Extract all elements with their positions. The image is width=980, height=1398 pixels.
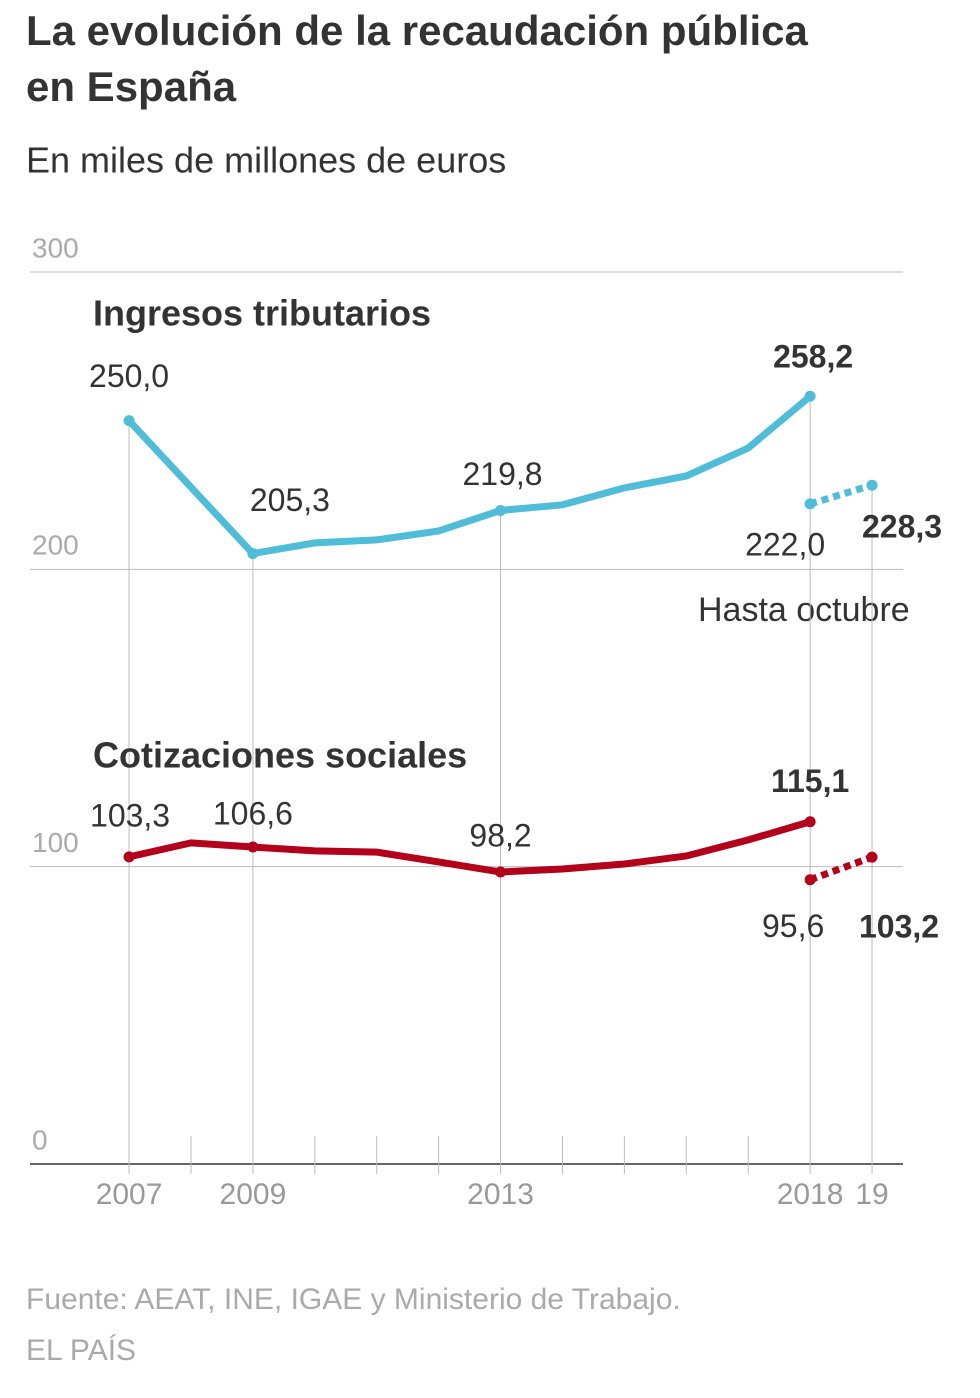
y-tick-label: 100 — [32, 827, 79, 858]
point — [247, 548, 259, 560]
credit: EL PAÍS — [26, 1334, 136, 1367]
value-label: 258,2 — [773, 339, 853, 375]
chart-subtitle: En miles de millones de euros — [26, 140, 506, 181]
value-label: 228,3 — [862, 509, 942, 545]
value-label: 250,0 — [89, 358, 169, 394]
x-tick-label: 2013 — [467, 1178, 534, 1211]
point — [804, 874, 816, 886]
value-label: 106,6 — [213, 795, 293, 831]
point — [866, 851, 878, 863]
value-label: 115,1 — [771, 763, 849, 799]
value-label: 205,3 — [250, 482, 330, 518]
x-tick-label: 2007 — [96, 1178, 163, 1211]
point — [804, 390, 816, 402]
x-tick-label: 2018 — [777, 1178, 844, 1211]
series-line — [128, 818, 812, 876]
point — [804, 816, 816, 828]
value-label: 95,6 — [762, 908, 824, 944]
point — [866, 479, 878, 491]
y-tick-label: 200 — [32, 530, 79, 561]
value-label: 98,2 — [469, 817, 531, 853]
point — [804, 498, 816, 510]
series-name: Cotizaciones sociales — [93, 735, 467, 776]
value-label: 103,2 — [859, 909, 939, 945]
series-line — [808, 853, 874, 884]
value-label: 219,8 — [463, 456, 543, 492]
series-name: Ingresos tributarios — [93, 293, 431, 334]
point — [123, 415, 135, 427]
value-label: 103,3 — [90, 797, 170, 833]
value-label: 222,0 — [745, 526, 825, 562]
series-line — [809, 481, 874, 508]
point — [247, 841, 259, 853]
annotation: Hasta octubre — [698, 591, 910, 629]
point — [495, 504, 507, 516]
x-tick-label: 19 — [855, 1178, 888, 1211]
y-tick-label: 0 — [32, 1124, 48, 1155]
source: Fuente: AEAT, INE, IGAE y Ministerio de … — [26, 1283, 681, 1316]
series-line — [126, 393, 813, 558]
chart-title: La evolución de la recaudación pública en… — [26, 7, 809, 110]
point — [495, 866, 507, 878]
x-tick-label: 2009 — [220, 1178, 287, 1211]
point — [123, 851, 135, 863]
y-tick-label: 300 — [32, 232, 79, 263]
